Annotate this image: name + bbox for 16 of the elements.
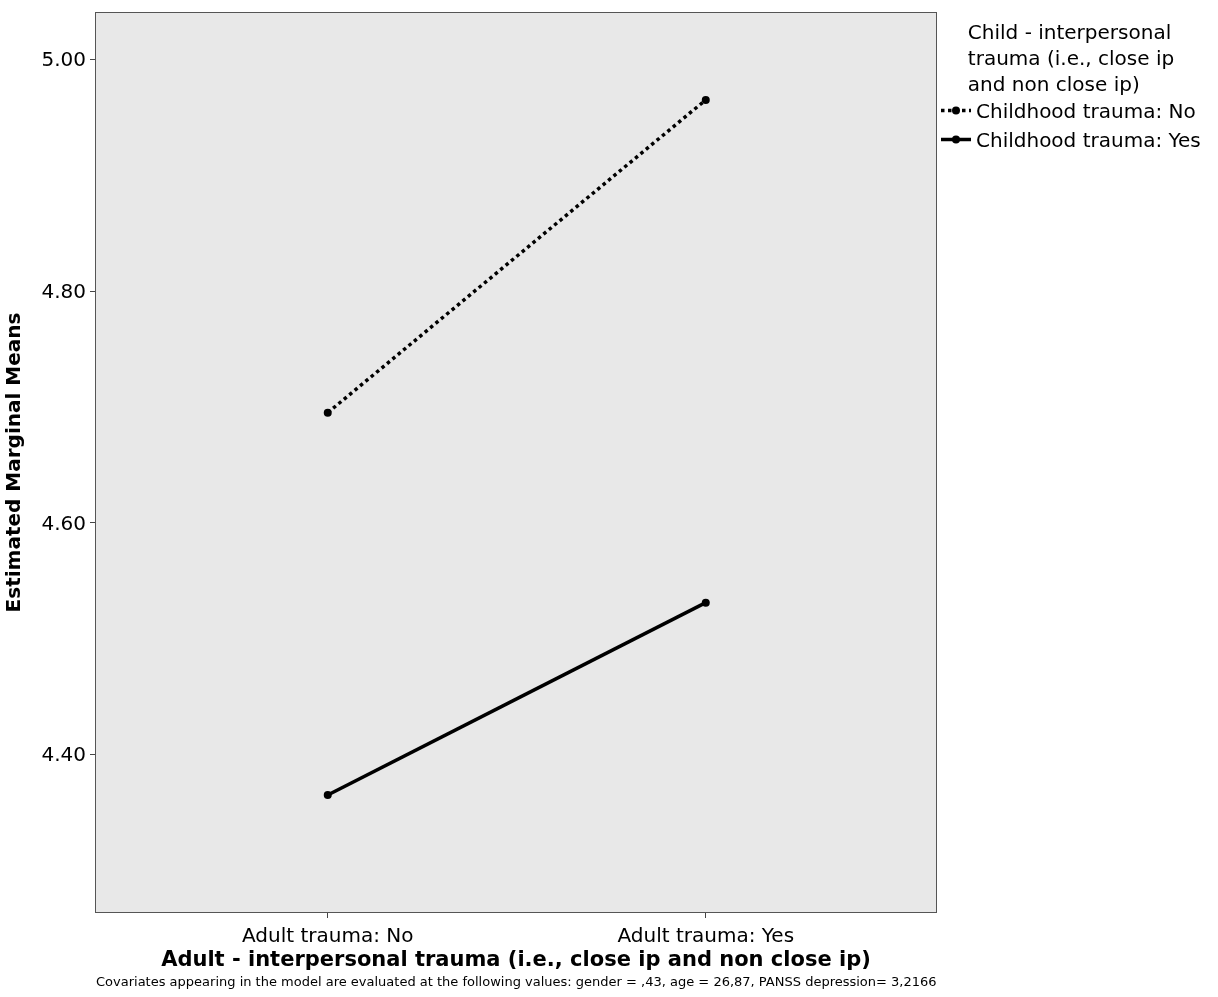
text: Covariates appearing in the model are evaluated at the following values: gender = ,43, age = 26,87, PANSS depression= 3,2166	[96, 974, 937, 989]
legend-label: Childhood trauma: Yes	[976, 128, 1201, 153]
point	[323, 408, 332, 417]
x-axis-title: Adult - interpersonal trauma (i.e., close ip and non close ip)	[161, 947, 871, 971]
legend-label: Childhood trauma: No	[976, 99, 1196, 124]
x-tick-label: Adult trauma: Yes	[617, 923, 795, 947]
x-tick-label: Adult trauma: No	[242, 923, 414, 947]
y-tick-label: 5.00	[41, 47, 86, 72]
point	[701, 95, 710, 104]
legend-title: Child - interpersonal trauma (i.e., close ip and non close ip)	[967, 20, 1175, 96]
y-tick-label: 4.60	[41, 510, 86, 535]
y-axis-title: Estimated Marginal Means	[0, 312, 25, 613]
y-tick-label: 4.40	[41, 742, 86, 767]
point	[701, 598, 710, 607]
y-tick-label: 4.80	[41, 279, 86, 304]
point	[323, 790, 332, 799]
